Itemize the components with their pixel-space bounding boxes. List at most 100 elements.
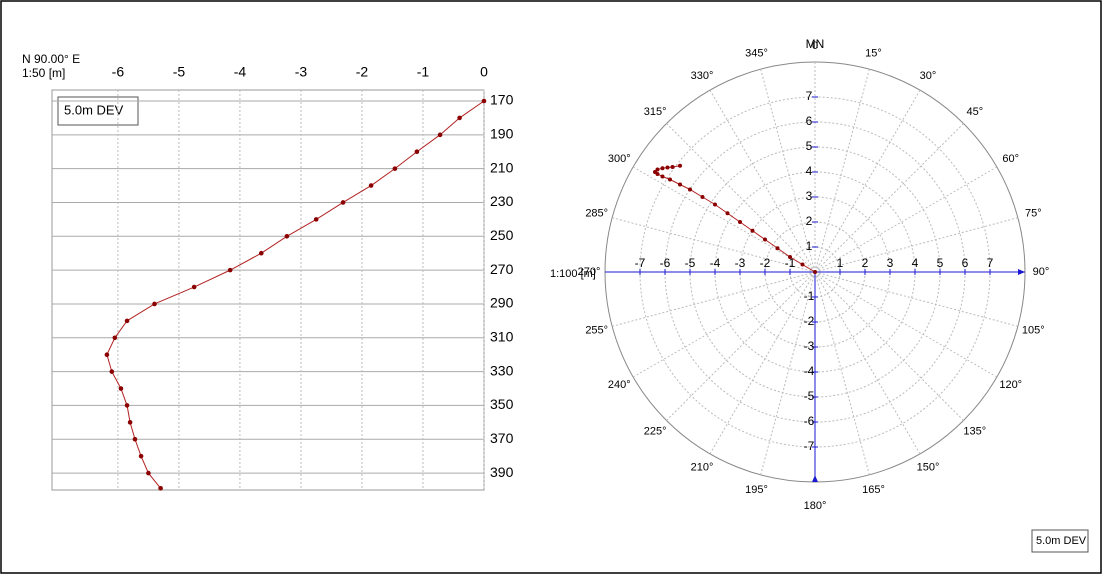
y-tick-label: -1 [804, 289, 815, 303]
survey-point [665, 165, 670, 170]
survey-point [813, 270, 817, 274]
axis-arrow [812, 475, 818, 482]
y-tick-label: 290 [490, 295, 514, 311]
survey-point [152, 301, 157, 307]
y-tick-label: 6 [806, 114, 813, 128]
survey-point [457, 115, 462, 121]
survey-point [800, 262, 805, 267]
angle-label: 210° [691, 462, 714, 474]
angle-label: 285° [585, 207, 608, 219]
x-tick-label: -6 [112, 64, 125, 80]
survey-point [481, 98, 487, 104]
y-tick-label: 4 [806, 164, 813, 178]
survey-point [191, 284, 197, 290]
survey-point [146, 470, 151, 476]
angle-label: 240° [608, 379, 631, 391]
survey-point [678, 163, 682, 168]
y-tick-label: -6 [804, 414, 815, 428]
y-tick-label: -3 [804, 339, 815, 353]
trajectory-line [106, 100, 485, 489]
y-tick-label: -7 [804, 439, 815, 453]
grid-spoke [814, 123, 964, 273]
angle-label: 300° [608, 153, 631, 165]
grid-spoke [814, 69, 870, 273]
survey-point [668, 177, 672, 182]
x-tick-label: 2 [862, 256, 869, 270]
survey-point [700, 195, 705, 199]
survey-point [653, 170, 657, 174]
survey-point [437, 132, 443, 138]
survey-point [127, 420, 133, 425]
y-tick-label: 7 [806, 89, 813, 103]
survey-point [763, 237, 767, 242]
angle-label: 195° [745, 484, 768, 496]
x-tick-label: -2 [356, 64, 369, 80]
x-tick-label: -5 [685, 256, 696, 270]
x-tick-label: 1 [837, 256, 844, 270]
x-tick-label: -2 [760, 256, 771, 270]
y-tick-label: 370 [490, 430, 514, 446]
survey-point [104, 352, 110, 357]
x-tick-label: 0 [480, 64, 488, 80]
angle-label: 45° [966, 106, 983, 118]
survey-point [124, 318, 130, 324]
y-tick-label: 330 [490, 362, 514, 378]
survey-point [678, 182, 682, 187]
angle-label: 60° [1002, 153, 1019, 165]
y-tick-label: 170 [490, 92, 514, 108]
grid-spoke [814, 217, 1018, 273]
y-tick-label: 270 [490, 261, 514, 277]
survey-point [660, 174, 665, 179]
survey-point [775, 246, 780, 251]
survey-point [138, 453, 144, 459]
x-tick-label: 5 [937, 256, 944, 270]
grid-spoke [814, 271, 870, 475]
angle-label: 345° [745, 48, 768, 60]
legend-box [57, 96, 139, 126]
angle-label: 105° [1022, 324, 1045, 336]
survey-point [258, 250, 264, 256]
grid-spoke [760, 69, 816, 273]
x-tick-label: -3 [295, 64, 308, 80]
grid-spoke [814, 271, 998, 378]
angle-label: 15° [865, 48, 882, 60]
angle-label: 225° [644, 426, 667, 438]
x-tick-label: -4 [710, 256, 721, 270]
grid-spoke [666, 271, 816, 421]
y-tick-label: 190 [490, 126, 514, 142]
legend-entry: 5.0m DEV [64, 102, 124, 117]
survey-point [313, 217, 319, 222]
survey-point [284, 234, 290, 239]
survey-point [660, 166, 665, 171]
grid-spoke [760, 271, 816, 475]
y-tick-label: -4 [804, 364, 815, 378]
y-tick-label: 210 [490, 159, 514, 175]
x-tick-label: 6 [962, 256, 969, 270]
survey-point [750, 228, 755, 233]
angle-label: 330° [691, 70, 714, 82]
angle-label: 165° [862, 484, 885, 496]
grid-spoke [709, 89, 816, 273]
y-tick-label: 390 [490, 464, 514, 480]
grid-spoke [632, 166, 816, 273]
angle-label: 315° [644, 106, 667, 118]
y-tick-label: 3 [806, 189, 813, 203]
scale-label: 1:100 [m] [550, 268, 596, 280]
x-tick-label: 4 [912, 256, 919, 270]
x-tick-label: -6 [660, 256, 671, 270]
y-tick-label: 1 [806, 239, 813, 253]
survey-point [118, 386, 124, 391]
grid-spoke [666, 123, 816, 273]
axis-arrow [1018, 269, 1025, 275]
angle-label: 270° [578, 266, 601, 278]
grid-spoke [709, 271, 816, 455]
y-tick-label: 350 [490, 396, 514, 412]
x-tick-label: -4 [234, 64, 247, 80]
survey-point [124, 403, 130, 408]
x-tick-label: -7 [635, 256, 646, 270]
x-tick-label: -1 [785, 256, 796, 270]
survey-point [713, 202, 717, 207]
angle-label: 150° [917, 462, 940, 474]
grid-spoke [632, 271, 816, 378]
x-tick-label: -3 [735, 256, 746, 270]
